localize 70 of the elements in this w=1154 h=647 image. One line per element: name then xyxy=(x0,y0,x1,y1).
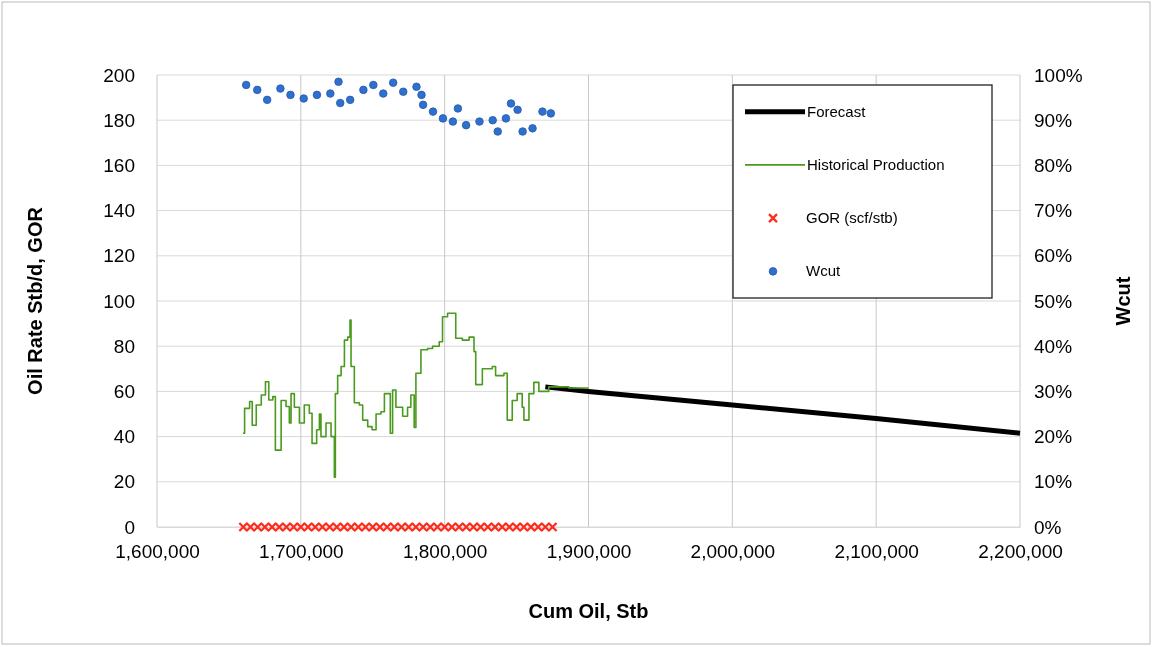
point xyxy=(312,90,322,100)
point xyxy=(501,114,511,123)
y-tick-label: 20 xyxy=(113,471,135,493)
y2-tick-label: 10% xyxy=(1034,471,1073,493)
y2-tick-label: 30% xyxy=(1034,380,1073,402)
y2-tick-label: 0% xyxy=(1034,516,1062,538)
x-tick-label: 2,200,000 xyxy=(978,541,1063,563)
y2-tick-label: 20% xyxy=(1034,426,1073,448)
y2-tick-label: 60% xyxy=(1034,245,1073,267)
x-tick-label: 1,900,000 xyxy=(546,541,632,563)
x-axis-title: Cum Oil, Stb xyxy=(528,600,649,622)
x-tick-label: 1,700,000 xyxy=(259,541,344,563)
point xyxy=(334,77,343,86)
point xyxy=(253,85,262,95)
legend-label: Historical Production xyxy=(807,155,945,173)
point xyxy=(379,89,388,98)
y2-tick-label: 90% xyxy=(1034,109,1073,131)
point xyxy=(518,127,527,136)
x-tick-label: 1,800,000 xyxy=(402,541,488,563)
point xyxy=(286,90,295,100)
point xyxy=(241,80,251,90)
point xyxy=(528,124,537,133)
y-tick-label: 60 xyxy=(113,380,135,402)
point xyxy=(475,117,484,126)
point xyxy=(448,117,458,126)
point xyxy=(453,104,463,113)
y-tick-label: 140 xyxy=(103,200,135,222)
point xyxy=(336,98,345,108)
point xyxy=(326,89,335,98)
point xyxy=(513,105,522,114)
x-tick-label: 2,000,000 xyxy=(690,541,776,563)
point xyxy=(299,94,308,103)
point xyxy=(546,109,556,118)
legend-label: Forecast xyxy=(807,102,867,120)
y2-tick-label: 70% xyxy=(1034,200,1073,222)
y-tick-label: 120 xyxy=(103,245,135,267)
y-axis-title: Oil Rate Stb/d, GOR xyxy=(24,206,46,395)
y2-tick-label: 80% xyxy=(1034,154,1073,176)
point xyxy=(418,100,428,110)
point xyxy=(417,90,426,100)
point xyxy=(438,114,448,123)
y2-axis-title: Wcut xyxy=(1112,276,1134,326)
point xyxy=(461,120,471,130)
point xyxy=(388,78,398,87)
y-tick-label: 0 xyxy=(124,516,135,538)
y-tick-label: 160 xyxy=(103,154,135,176)
point xyxy=(359,85,368,95)
legend-label: Wcut xyxy=(806,262,841,280)
point xyxy=(493,127,502,136)
y2-tick-label: 40% xyxy=(1034,335,1073,357)
y-tick-label: 40 xyxy=(113,426,135,448)
y-tick-label: 180 xyxy=(103,109,135,131)
x-tick-label: 2,100,000 xyxy=(834,541,919,563)
point xyxy=(345,95,355,105)
point xyxy=(506,99,516,108)
x-tick-label: 1,600,000 xyxy=(115,541,200,563)
y2-tick-label: 50% xyxy=(1034,290,1073,312)
y2-tick-label: 100% xyxy=(1034,64,1083,86)
point xyxy=(488,116,497,125)
legend-label: GOR (scf/stb) xyxy=(806,209,898,227)
y-tick-label: 100 xyxy=(103,290,135,312)
point xyxy=(262,95,272,105)
y-tick-label: 80 xyxy=(113,335,135,357)
point xyxy=(276,84,285,93)
point xyxy=(399,87,408,96)
point xyxy=(412,82,421,91)
point xyxy=(369,80,378,90)
y-tick-label: 200 xyxy=(103,64,135,86)
point xyxy=(428,107,438,116)
point xyxy=(538,107,547,116)
